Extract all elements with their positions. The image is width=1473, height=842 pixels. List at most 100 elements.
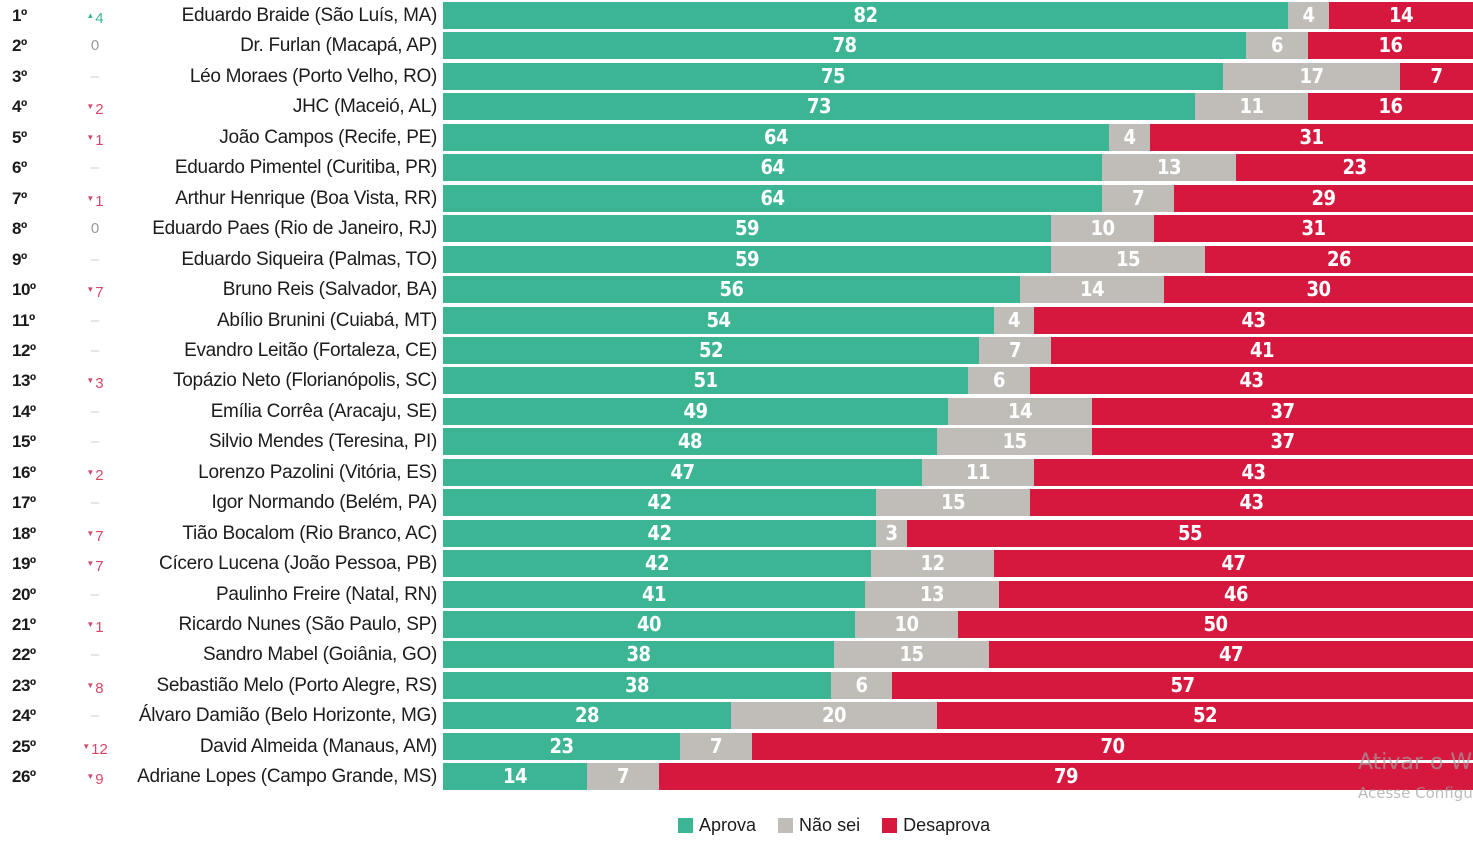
legend-label-nao-sei: Não sei (799, 815, 861, 835)
bar-segment-desaprova: 37 (1092, 428, 1473, 456)
rank-change: ▼1 (78, 124, 112, 151)
chart-row: 2º 0 Dr. Furlan (Macapá, AP) 78 6 16 (0, 32, 1473, 60)
stacked-bar: 40 10 50 (443, 611, 1473, 638)
bar-segment-aprova: 23 (443, 732, 680, 760)
rank-change: ▼1 (78, 185, 112, 212)
bar-segment-desaprova: 31 (1154, 215, 1473, 243)
rank-change-value: 0 (90, 220, 100, 238)
bar-segment-nao-sei: 14 (948, 397, 1092, 425)
bar-segment-nao-sei: 6 (1246, 32, 1308, 60)
bar-segment-aprova: 14 (443, 763, 587, 791)
bar-segment-aprova: 59 (443, 245, 1051, 273)
bar-segment-aprova: 54 (443, 306, 994, 334)
legend: Aprova Não sei Desaprova (678, 815, 990, 836)
bar-segment-aprova: 64 (443, 184, 1102, 212)
bar-segment-desaprova: 37 (1092, 397, 1473, 425)
stacked-bar: 59 10 31 (443, 215, 1473, 243)
triangle-down-icon: ▼ (86, 376, 95, 386)
chart-row: 3º – Léo Moraes (Porto Velho, RO) 75 17 7 (0, 62, 1473, 90)
bar-segment-nao-sei: 17 (1223, 62, 1400, 90)
bar-segment-desaprova: 43 (1030, 367, 1473, 395)
stacked-bar: 64 13 23 (443, 154, 1473, 182)
stacked-bar: 59 15 26 (443, 245, 1473, 273)
chart-row: 22º – Sandro Mabel (Goiânia, GO) 38 15 47 (0, 641, 1473, 669)
rank-label: 15º (12, 432, 36, 452)
chart-row: 6º – Eduardo Pimentel (Curitiba, PR) 64 13 23 (0, 154, 1473, 182)
category-label: Silvio Mendes (Teresina, PI) (208, 431, 437, 453)
stacked-bar: 42 15 43 (443, 489, 1473, 517)
legend-swatch-desaprova (882, 818, 898, 833)
chart-row: 23º ▼8 Sebastião Melo (Porto Alegre, RS) 38… (0, 671, 1473, 699)
legend-item-nao-sei: Não sei (778, 815, 860, 836)
legend-swatch-nao-sei (778, 818, 794, 833)
rank-change-value: 7 (95, 284, 104, 302)
rank-change-value: 0 (90, 37, 100, 55)
category-label: JHC (Maceió, AL) (292, 96, 437, 118)
bar-segment-aprova: 56 (443, 276, 1020, 304)
bar-segment-aprova: 64 (443, 123, 1109, 151)
bar-segment-aprova: 48 (443, 428, 937, 456)
bar-segment-aprova: 78 (443, 32, 1246, 60)
bar-segment-desaprova: 70 (752, 732, 1473, 760)
bar-segment-desaprova: 57 (892, 671, 1473, 699)
bar-segment-nao-sei: 13 (865, 580, 999, 608)
rank-label: 5º (12, 127, 27, 147)
bar-segment-desaprova: 47 (989, 641, 1473, 669)
rank-label: 1º (12, 6, 27, 25)
bar-segment-nao-sei: 10 (1051, 215, 1154, 243)
stacked-bar: 28 20 52 (443, 702, 1473, 730)
triangle-down-icon: ▼ (86, 132, 95, 142)
rank-change: ▼9 (78, 763, 112, 790)
bar-segment-desaprova: 55 (907, 519, 1473, 547)
rank-change: – (78, 154, 112, 181)
legend-label-aprova: Aprova (699, 815, 757, 835)
rank-change-value: – (90, 646, 100, 664)
rank-change-value: 7 (95, 558, 104, 576)
category-label: Dr. Furlan (Macapá, AP) (240, 35, 437, 57)
rank-label: 20º (12, 584, 36, 604)
bar-segment-desaprova: 31 (1150, 123, 1473, 151)
legend-swatch-aprova (678, 818, 693, 833)
triangle-down-icon: ▼ (86, 193, 95, 203)
bar-segment-aprova: 38 (443, 641, 834, 669)
bar-segment-nao-sei: 7 (587, 763, 659, 791)
stacked-bar: 42 3 55 (443, 519, 1473, 547)
bar-segment-desaprova: 52 (937, 702, 1473, 730)
rank-label: 7º (12, 188, 27, 208)
category-label: Paulinho Freire (Natal, RN) (215, 583, 437, 605)
triangle-up-icon: ▲ (86, 11, 95, 20)
bar-segment-nao-sei: 7 (680, 732, 752, 760)
rank-label: 19º (12, 554, 36, 574)
approval-ranking-chart: 1º ▲4 Eduardo Braide (São Luís, MA) 82 4 14 2º… (0, 2, 1473, 791)
stacked-bar: 75 17 7 (443, 62, 1473, 90)
bar-segment-aprova: 40 (443, 611, 855, 638)
rank-change: ▼12 (78, 733, 112, 760)
bar-segment-nao-sei: 15 (876, 489, 1030, 517)
stacked-bar: 64 7 29 (443, 184, 1473, 212)
bar-segment-aprova: 28 (443, 702, 731, 730)
bar-segment-aprova: 49 (443, 397, 948, 425)
rank-change-value: – (90, 494, 100, 512)
chart-row: 25º ▼12 David Almeida (Manaus, AM) 23 7 70 (0, 732, 1473, 760)
category-label: Bruno Reis (Salvador, BA) (222, 279, 438, 301)
bar-segment-aprova: 42 (443, 550, 871, 578)
bar-segment-desaprova: 43 (1034, 458, 1473, 486)
chart-row: 12º – Evandro Leitão (Fortaleza, CE) 52 7 41 (0, 336, 1473, 364)
bar-segment-desaprova: 47 (994, 550, 1473, 578)
legend-item-desaprova: Desaprova (882, 815, 990, 836)
rank-label: 10º (12, 280, 36, 300)
windows-activation-watermark-subtitle: Acesse Configu (1358, 784, 1473, 802)
rank-change-value: 4 (95, 10, 104, 27)
bar-segment-aprova: 38 (443, 671, 831, 699)
rank-change-value: 12 (91, 740, 108, 758)
rank-label: 21º (12, 615, 36, 634)
rank-change: – (78, 337, 112, 364)
rank-change: – (78, 581, 112, 608)
rank-change: – (78, 307, 112, 334)
rank-change-value: – (90, 707, 100, 725)
chart-row: 19º ▼7 Cícero Lucena (João Pessoa, PB) 42 12… (0, 550, 1473, 578)
chart-row: 1º ▲4 Eduardo Braide (São Luís, MA) 82 4 14 (0, 2, 1473, 29)
triangle-down-icon: ▼ (86, 285, 95, 295)
stacked-bar: 52 7 41 (443, 336, 1473, 364)
rank-change: ▲4 (78, 2, 112, 29)
